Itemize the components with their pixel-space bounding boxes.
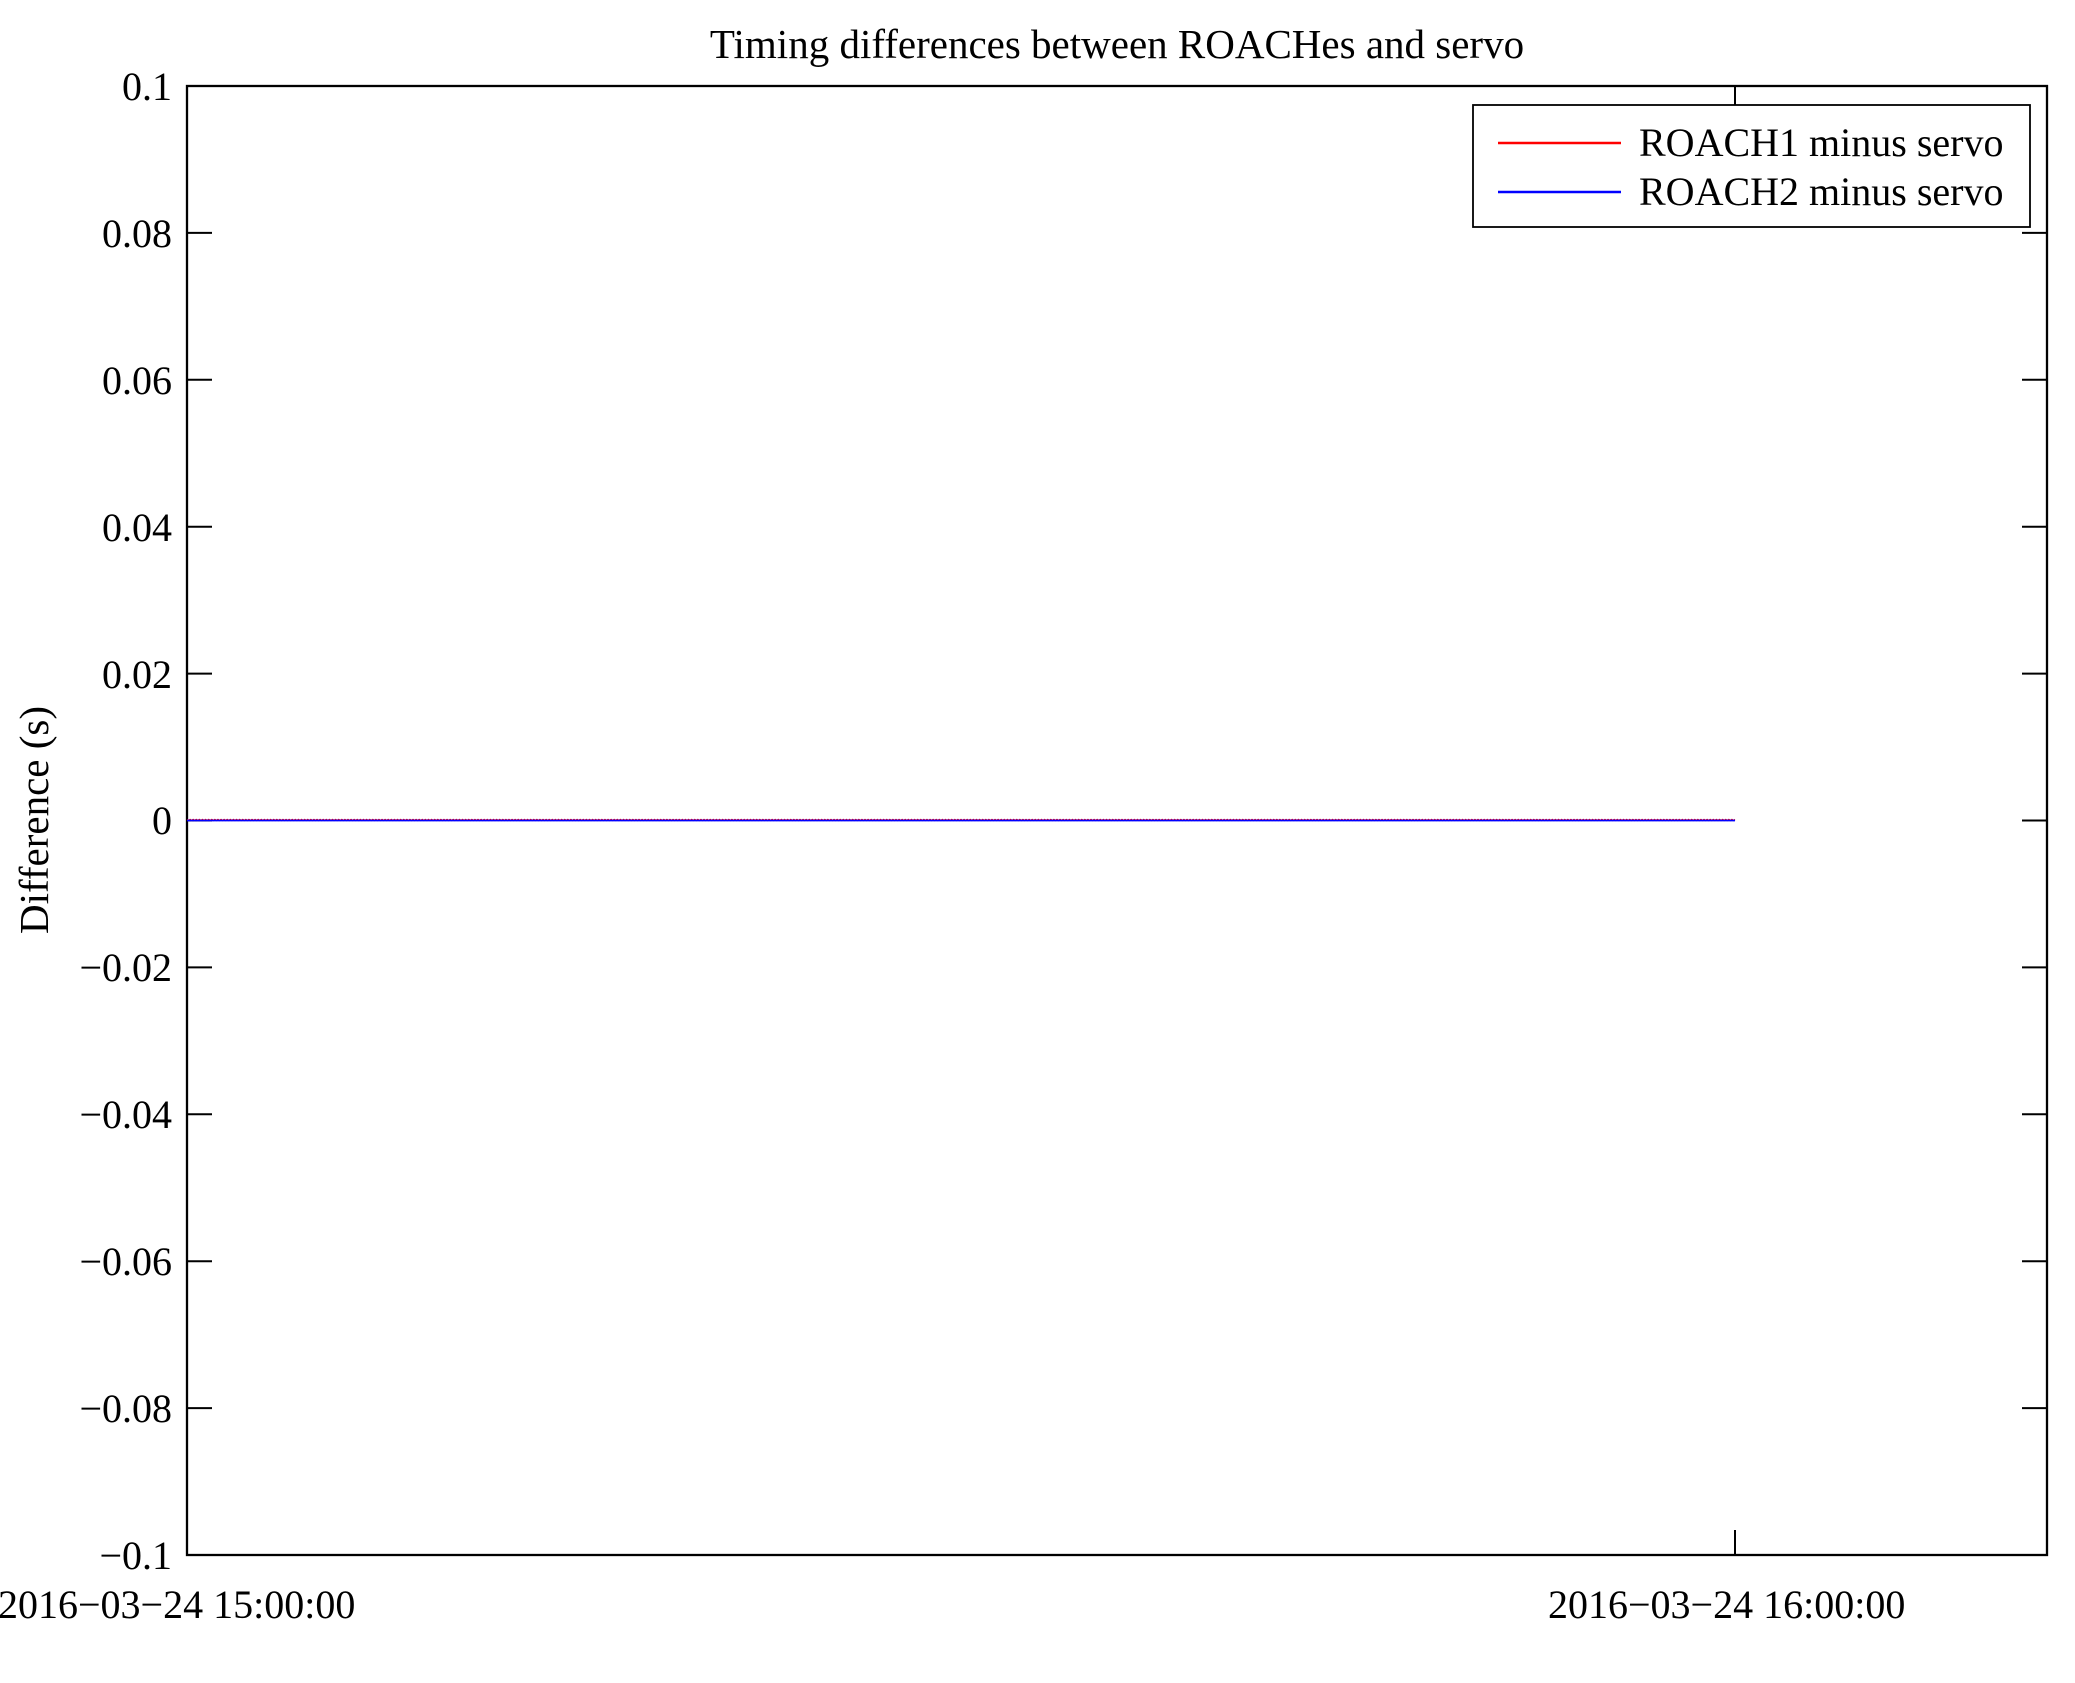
svg-text:2016−03−24 15:00:00: 2016−03−24 15:00:00 — [0, 1582, 355, 1627]
svg-text:−0.04: −0.04 — [79, 1092, 172, 1137]
svg-text:ROACH1 minus servo: ROACH1 minus servo — [1639, 120, 2003, 165]
svg-text:0.02: 0.02 — [102, 652, 172, 697]
svg-text:0: 0 — [152, 798, 172, 843]
svg-text:−0.02: −0.02 — [79, 945, 172, 990]
svg-text:−0.06: −0.06 — [79, 1239, 172, 1284]
svg-text:0.08: 0.08 — [102, 211, 172, 256]
svg-text:Timing differences between ROA: Timing differences between ROACHes and s… — [710, 21, 1524, 67]
svg-text:0.1: 0.1 — [122, 64, 172, 109]
svg-text:0.06: 0.06 — [102, 358, 172, 403]
svg-text:−0.1: −0.1 — [99, 1533, 172, 1578]
svg-text:ROACH2 minus servo: ROACH2 minus servo — [1639, 169, 2003, 214]
svg-text:−0.08: −0.08 — [79, 1386, 172, 1431]
svg-text:Difference (s): Difference (s) — [11, 706, 57, 934]
svg-text:2016−03−24 16:00:00: 2016−03−24 16:00:00 — [1548, 1582, 1905, 1627]
svg-text:0.04: 0.04 — [102, 505, 172, 550]
